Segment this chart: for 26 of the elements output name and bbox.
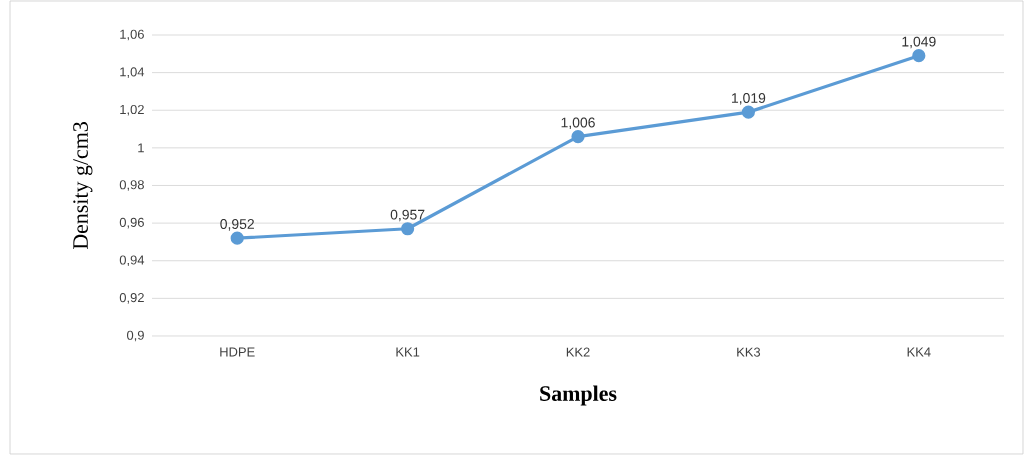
point bbox=[401, 222, 415, 236]
x-tick-label: KK3 bbox=[737, 347, 761, 357]
data-label: 0,952 bbox=[220, 219, 254, 231]
point bbox=[912, 49, 926, 63]
y-tick-label: 0,98 bbox=[119, 180, 144, 191]
x-tick-label: KK4 bbox=[907, 347, 931, 357]
y-tick-label: 0,9 bbox=[126, 330, 144, 342]
point bbox=[230, 231, 244, 245]
point bbox=[741, 105, 756, 119]
y-axis-title: Density g/cm3 bbox=[73, 122, 93, 250]
y-tick-label: 0,92 bbox=[119, 293, 144, 304]
point bbox=[571, 129, 585, 144]
data-label: 0,957 bbox=[390, 209, 425, 222]
y-tick-label: 0,96 bbox=[119, 217, 144, 229]
x-axis-title: Samples bbox=[540, 385, 617, 406]
y-tick-label: 1,06 bbox=[120, 29, 144, 41]
x-tick-label: KK2 bbox=[566, 347, 590, 357]
y-tick-label: 1,04 bbox=[120, 67, 145, 78]
y-tick-label: 1,02 bbox=[120, 104, 144, 116]
y-tick-label: 1 bbox=[138, 143, 144, 153]
data-label: 1,049 bbox=[902, 36, 936, 49]
y-tick-label: 0,94 bbox=[119, 255, 145, 267]
x-tick-label: KK1 bbox=[396, 347, 420, 357]
data-label: 1,019 bbox=[732, 93, 766, 105]
data-label: 1,006 bbox=[561, 117, 595, 130]
x-tick-label: HDPE bbox=[220, 347, 255, 357]
